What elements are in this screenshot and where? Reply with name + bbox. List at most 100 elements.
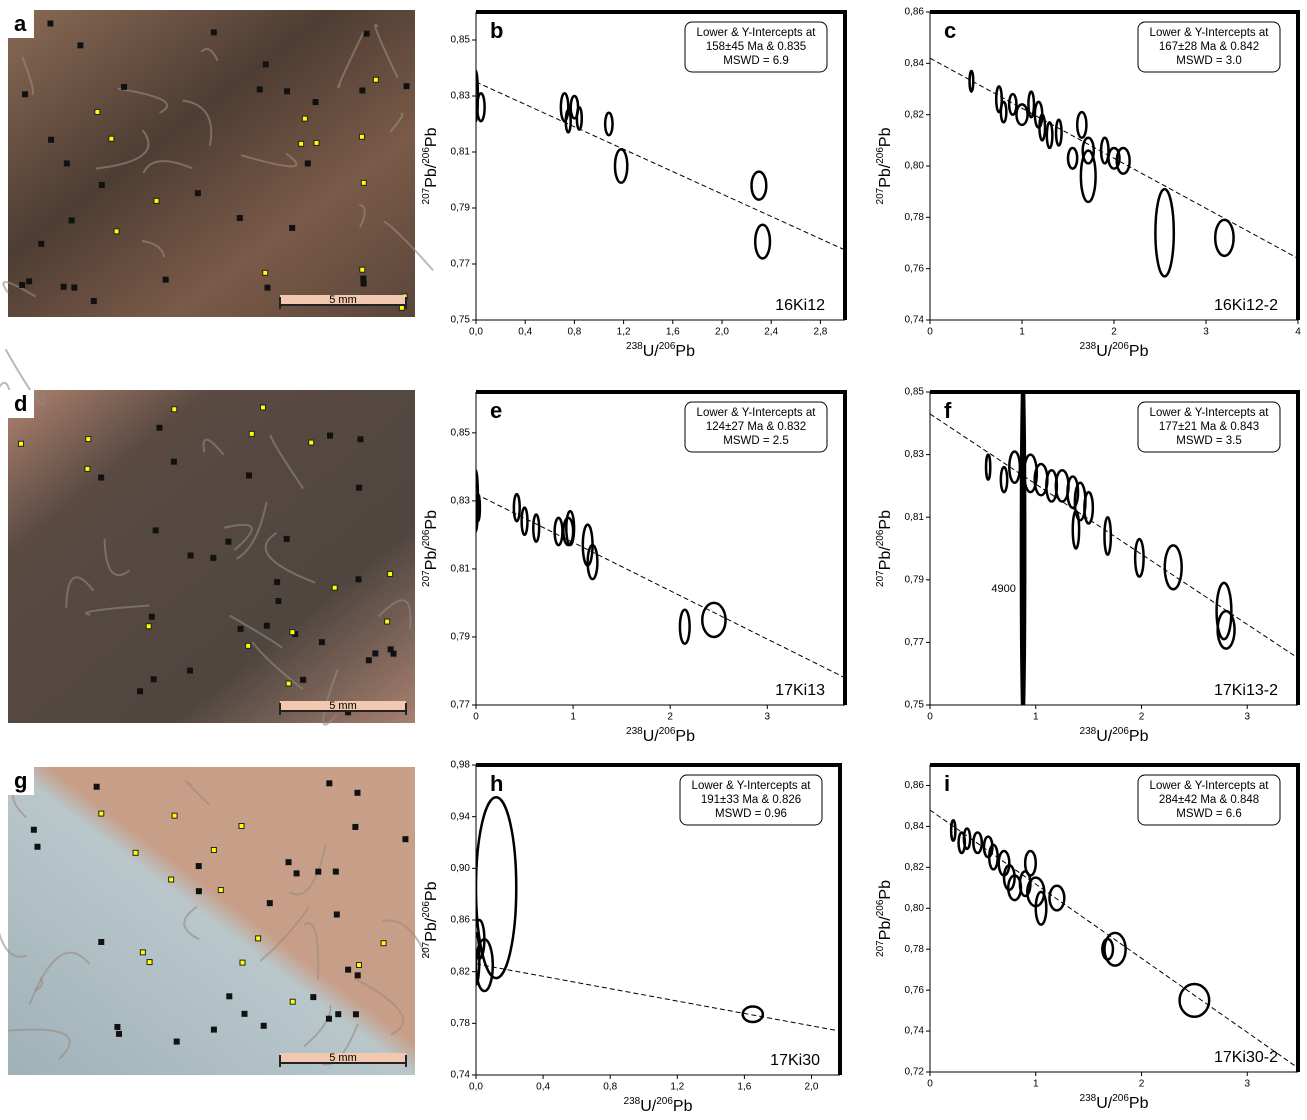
spot bbox=[99, 182, 105, 188]
plot-area bbox=[930, 58, 1298, 276]
intercept-text: Lower & Y-Intercepts at bbox=[1150, 407, 1270, 419]
spot bbox=[360, 267, 365, 272]
spot bbox=[249, 431, 254, 436]
x-tick-label: 0,8 bbox=[603, 1082, 617, 1093]
fit-line bbox=[476, 964, 840, 1031]
y-axis-label: 207Pb/206Pb bbox=[421, 881, 440, 958]
data-ellipse bbox=[1068, 148, 1077, 169]
spot bbox=[263, 61, 269, 67]
x-axis-label: 238U/206Pb bbox=[624, 1096, 693, 1115]
spot bbox=[86, 437, 91, 442]
spot bbox=[274, 579, 280, 585]
x-tick-label: 1,2 bbox=[670, 1082, 684, 1093]
spot bbox=[290, 630, 295, 635]
data-ellipse bbox=[1016, 104, 1027, 125]
data-ellipse bbox=[752, 172, 767, 200]
y-axis-label: 207Pb/206Pb bbox=[875, 880, 894, 957]
y-tick-label: 0,80 bbox=[905, 161, 925, 172]
data-ellipse bbox=[514, 494, 520, 521]
x-axis-label-part: 238 bbox=[1080, 341, 1097, 352]
data-ellipse bbox=[986, 455, 990, 480]
data-ellipse bbox=[533, 514, 539, 541]
y-axis-label: 207Pb/206Pb bbox=[421, 127, 440, 204]
y-axis-label-part: 206 bbox=[421, 529, 432, 546]
y-tick-label: 0,76 bbox=[905, 263, 925, 274]
spot bbox=[64, 160, 70, 166]
spot bbox=[19, 282, 25, 288]
y-tick-label: 0,82 bbox=[451, 966, 471, 977]
annotation: 4900 bbox=[991, 583, 1015, 595]
x-axis-label: 238U/206Pb bbox=[1080, 1093, 1149, 1112]
y-axis-label-part: Pb/ bbox=[877, 546, 894, 571]
spot bbox=[313, 99, 319, 105]
spot bbox=[94, 784, 100, 790]
y-tick-label: 0,98 bbox=[451, 760, 471, 771]
data-ellipse bbox=[951, 820, 955, 840]
y-tick-label: 0,84 bbox=[905, 58, 925, 69]
spot bbox=[385, 619, 390, 624]
x-axis-label-part: U/ bbox=[640, 1098, 657, 1115]
spot bbox=[133, 850, 138, 855]
data-ellipse bbox=[1165, 545, 1182, 589]
spot bbox=[275, 598, 281, 604]
x-tick-label: 1 bbox=[1033, 1079, 1039, 1090]
y-tick-label: 0,81 bbox=[451, 564, 471, 575]
spot bbox=[196, 863, 202, 869]
fit-line bbox=[476, 494, 845, 678]
spot bbox=[319, 639, 325, 645]
spot bbox=[332, 585, 337, 590]
intercept-text: 191±33 Ma & 0.826 bbox=[701, 794, 801, 806]
y-axis-label-part: Pb bbox=[423, 510, 440, 530]
intercept-text: MSWD = 3.0 bbox=[1176, 55, 1242, 67]
spot bbox=[334, 911, 340, 917]
y-tick-label: 0,82 bbox=[905, 109, 925, 120]
spot bbox=[402, 836, 408, 842]
spot bbox=[359, 87, 365, 93]
panel-letter: b bbox=[490, 18, 503, 43]
sample-label: 17Ki30 bbox=[770, 1052, 820, 1069]
panel-letter: f bbox=[944, 398, 952, 423]
spot bbox=[315, 869, 321, 875]
data-ellipse bbox=[1215, 220, 1233, 256]
panel-letter: g bbox=[14, 768, 27, 793]
spot bbox=[99, 811, 104, 816]
y-tick-label: 0,74 bbox=[905, 1026, 925, 1037]
x-tick-label: 0,4 bbox=[536, 1082, 550, 1093]
y-tick-label: 0,75 bbox=[905, 700, 925, 711]
x-tick-label: 3 bbox=[765, 712, 771, 723]
data-ellipse bbox=[577, 107, 582, 129]
spot bbox=[388, 646, 394, 652]
spot bbox=[172, 407, 177, 412]
spot bbox=[98, 475, 104, 481]
y-tick-label: 0,76 bbox=[905, 985, 925, 996]
x-axis-label-part: 238 bbox=[626, 341, 643, 352]
sample-label: 17Ki30-2 bbox=[1214, 1049, 1278, 1066]
spot bbox=[238, 626, 244, 632]
spot bbox=[31, 827, 37, 833]
y-axis-label-part: Pb/ bbox=[423, 546, 440, 571]
x-axis-label-part: 238 bbox=[1080, 1093, 1097, 1104]
y-axis-label-part: 207 bbox=[875, 187, 886, 204]
x-tick-label: 0,4 bbox=[518, 327, 532, 338]
spot bbox=[361, 180, 366, 185]
data-ellipse bbox=[1104, 517, 1110, 555]
plot-area bbox=[474, 71, 845, 259]
data-ellipse bbox=[566, 511, 574, 545]
y-tick-label: 0,79 bbox=[905, 574, 925, 585]
spot bbox=[284, 536, 290, 542]
intercept-text: MSWD = 3.5 bbox=[1176, 435, 1242, 447]
spot bbox=[299, 141, 304, 146]
x-tick-label: 4 bbox=[1295, 327, 1301, 338]
spot bbox=[211, 847, 216, 852]
spot bbox=[47, 20, 53, 26]
plot-area bbox=[474, 470, 845, 678]
sample-label: 16Ki12 bbox=[775, 297, 825, 314]
scale-label: 5 mm bbox=[329, 700, 357, 712]
intercept-text: 158±45 Ma & 0.835 bbox=[706, 41, 806, 53]
x-tick-label: 2 bbox=[1139, 1079, 1145, 1090]
spot bbox=[91, 298, 97, 304]
data-ellipse bbox=[1036, 892, 1047, 925]
spot bbox=[85, 466, 90, 471]
y-axis-label-part: Pb bbox=[877, 880, 894, 900]
intercept-text: Lower & Y-Intercepts at bbox=[697, 27, 817, 39]
